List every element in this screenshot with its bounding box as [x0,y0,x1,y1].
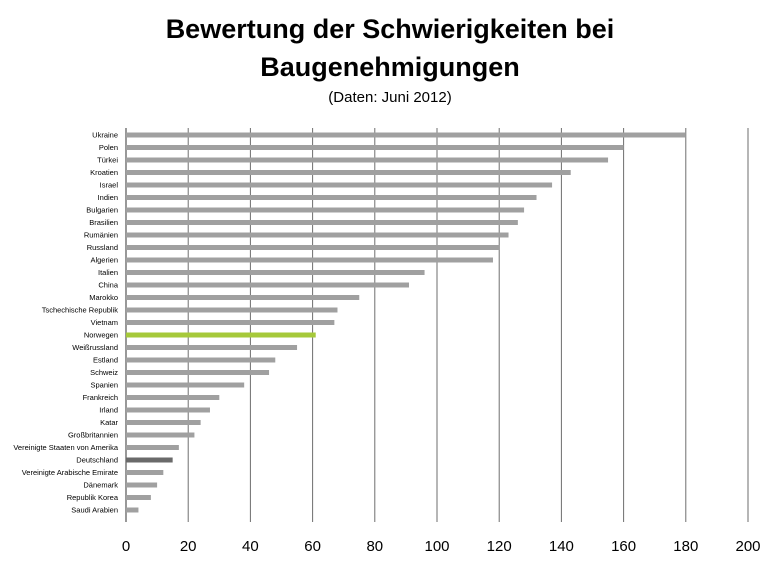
x-tick-label: 60 [304,538,321,555]
bar-kroatien [126,170,571,175]
bar-rumänien [126,232,509,238]
category-label: Katar [100,418,118,427]
category-label: Bulgarien [86,206,118,215]
bar-spanien [126,382,245,388]
bar-republik-korea [126,495,151,500]
category-label: Weißrussland [72,343,118,352]
x-tick-label: 40 [242,538,259,555]
bar-israel [126,182,553,188]
bar-algerien [126,257,493,263]
x-tick-label: 140 [549,538,574,555]
category-label: Kroatien [90,168,118,177]
bar-china [126,282,410,288]
bar-irland [126,407,210,413]
x-tick-label: 100 [424,538,449,555]
x-tick-label: 120 [487,538,512,555]
bar-türkei [126,157,609,163]
bar-marokko [126,295,360,300]
category-label: Indien [98,193,118,202]
category-label: Deutschland [76,456,118,465]
bar-estland [126,357,276,363]
x-tick-label: 200 [735,538,760,555]
x-tick-label: 160 [611,538,636,555]
category-label: Polen [99,143,118,152]
bar-großbritannien [126,432,195,438]
category-label: Irland [99,406,118,415]
category-label: Vietnam [91,318,118,327]
category-label: Russland [87,243,118,252]
bar-tschechische-republik [126,307,338,313]
x-tick-label: 180 [673,538,698,555]
bar-italien [126,270,425,275]
chart-title-line-1: Bewertung der Schwierigkeiten bei [165,14,615,44]
category-label: Saudi Arabien [71,506,118,515]
category-label: China [98,281,118,290]
bar-saudi-arabien [126,507,139,513]
bar-indien [126,195,537,200]
bar-polen [126,145,624,150]
bar-frankreich [126,395,220,400]
bar-schweiz [126,370,270,375]
bar-weißrussland [126,345,298,350]
category-label: Republik Korea [67,493,119,502]
x-tick-label: 0 [122,538,130,555]
category-label: Rumänien [84,231,118,240]
category-label: Spanien [90,381,118,390]
category-label: Algerien [90,256,118,265]
x-tick-labels: 0 20 40 60 80 100 120 140 160 180 200 [122,538,761,555]
category-label: Norwegen [84,331,118,340]
chart-subtitle: (Daten: Juni 2012) [328,89,452,106]
category-label: Dänemark [83,481,118,490]
bar-katar [126,420,201,425]
bar-norwegen [126,332,316,338]
bar-deutschland [126,457,173,463]
bar-vereinigte-staaten-von-amerika [126,445,179,450]
category-label: Tschechische Republik [42,306,119,315]
bar-vereinigte-arabische-emirate [126,470,164,475]
bar-brasilien [126,220,518,225]
category-labels: Ukraine Polen Türkei Kroatien Israel Indien Bu… [13,131,118,515]
category-label: Estland [93,356,118,365]
category-label: Marokko [89,293,118,302]
category-label: Brasilien [89,218,118,227]
chart-title-line-2: Baugenehmigungen [260,52,520,82]
x-tick-label: 20 [180,538,197,555]
bar-ukraine [126,132,686,138]
category-label: Vereinigte Arabische Emirate [22,468,118,477]
bar-bulgarien [126,207,525,213]
category-label: Großbritannien [68,431,118,440]
x-tick-label: 80 [366,538,383,555]
bar-vietnam [126,320,335,325]
category-label: Ukraine [92,131,118,140]
bar-russland [126,245,500,250]
category-label: Schweiz [90,368,118,377]
bar-dänemark [126,482,158,488]
category-label: Israel [100,181,119,190]
category-label: Vereinigte Staaten von Amerika [13,443,118,452]
category-label: Italien [98,268,118,277]
category-label: Frankreich [83,393,118,402]
category-label: Türkei [97,156,118,165]
bars [126,132,686,513]
